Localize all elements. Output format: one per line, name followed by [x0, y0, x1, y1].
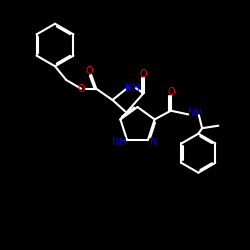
- Text: N: N: [150, 136, 157, 146]
- Text: O: O: [78, 84, 85, 94]
- Text: O: O: [86, 66, 93, 76]
- Text: NH: NH: [125, 83, 140, 93]
- Text: O: O: [140, 69, 147, 79]
- Text: O: O: [168, 87, 175, 97]
- Text: NH: NH: [112, 136, 127, 146]
- Text: NH: NH: [188, 108, 203, 118]
